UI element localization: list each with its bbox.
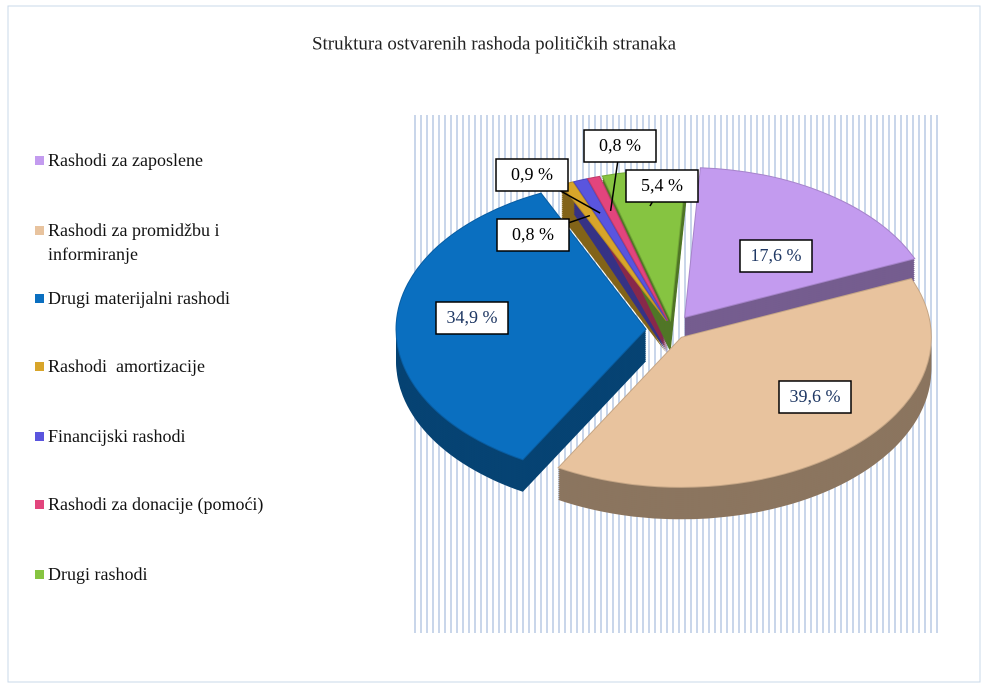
legend-label: Rashodi za zaposlene [48, 150, 203, 170]
legend-swatch [35, 500, 44, 509]
slice [572, 178, 668, 322]
legend-label: Rashodi za promidžbu i informiranje [48, 220, 224, 264]
chart-title: Struktura ostvarenih rashoda političkih … [312, 33, 677, 54]
data-label-box [739, 239, 813, 273]
data-label: 0,8 % [599, 135, 641, 155]
data-label-box [625, 169, 699, 203]
legend-label: Drugi rashodi [48, 564, 148, 584]
legend-label: Rashodi amortizacije [48, 356, 205, 376]
data-label-box [435, 301, 509, 335]
data-label-box [583, 129, 657, 163]
data-label-box [495, 158, 569, 192]
slice [586, 175, 669, 321]
slice [557, 278, 932, 488]
legend-swatch [35, 362, 44, 371]
slice [395, 192, 647, 461]
legend-item: Financijski rashodi [35, 424, 335, 448]
legend-swatch [35, 226, 44, 235]
legend-label: Rashodi za donacije (pomoći) [48, 494, 264, 514]
data-label: 39,6 % [790, 386, 841, 406]
legend-swatch [35, 156, 44, 165]
legend-label: Drugi materijalni rashodi [48, 288, 230, 308]
legend-item: Drugi rashodi [35, 562, 335, 586]
legend-item: Drugi materijalni rashodi [35, 286, 335, 310]
data-label: 0,9 % [511, 164, 553, 184]
data-label-box [778, 380, 852, 414]
data-label-box [496, 218, 570, 252]
data-label: 17,6 % [751, 245, 802, 265]
legend-swatch [35, 294, 44, 303]
legend-item: Rashodi za promidžbu i informiranje [35, 218, 295, 266]
data-label: 34,9 % [447, 307, 498, 327]
legend-label: Financijski rashodi [48, 426, 186, 446]
legend-item: Rashodi za zaposlene [35, 148, 335, 172]
legend-swatch [35, 570, 44, 579]
data-label: 0,8 % [512, 224, 554, 244]
legend-item: Rashodi za donacije (pomoći) [35, 492, 335, 516]
legend-item: Rashodi amortizacije [35, 354, 335, 378]
data-label: 5,4 % [641, 175, 683, 195]
legend-swatch [35, 432, 44, 441]
